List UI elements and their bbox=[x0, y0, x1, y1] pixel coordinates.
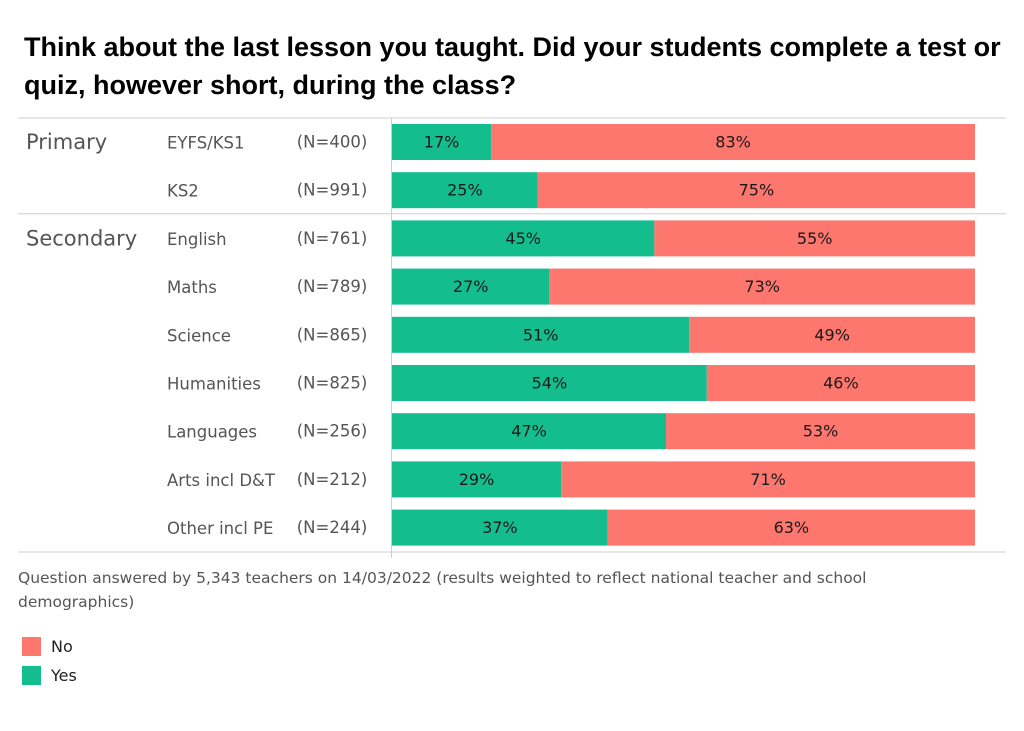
bar-label-yes: 37% bbox=[482, 518, 518, 537]
bar-label-yes: 47% bbox=[511, 422, 547, 441]
row-label: Humanities bbox=[167, 375, 261, 394]
bar-no bbox=[561, 461, 975, 498]
bar-label-yes: 25% bbox=[447, 181, 483, 200]
bar-label-no: 46% bbox=[823, 374, 859, 393]
bar-label-no: 53% bbox=[803, 422, 839, 441]
bar-yes bbox=[392, 268, 550, 305]
chart-title: Think about the last lesson you taught. … bbox=[24, 32, 1001, 100]
row-n-label: (N=256) bbox=[297, 422, 368, 441]
row-n-label: (N=212) bbox=[297, 470, 368, 489]
row-label: English bbox=[167, 230, 227, 249]
bar-label-yes: 51% bbox=[523, 325, 559, 344]
bar-label-no: 55% bbox=[797, 229, 833, 248]
row-n-label: (N=789) bbox=[297, 277, 368, 296]
bar-label-yes: 45% bbox=[505, 229, 541, 248]
bar-no bbox=[706, 365, 975, 401]
bar-no bbox=[666, 413, 975, 450]
bar-label-no: 73% bbox=[744, 277, 780, 296]
row-label: Other incl PE bbox=[167, 519, 273, 538]
bar-yes bbox=[392, 316, 690, 353]
legend-label-no: No bbox=[51, 637, 73, 656]
bar-no bbox=[689, 316, 975, 353]
chart-footnote: Question answered by 5,343 teachers on 1… bbox=[18, 569, 867, 611]
bar-no bbox=[654, 220, 975, 257]
bar-yes bbox=[392, 413, 667, 450]
legend-item-yes: Yes bbox=[22, 661, 77, 690]
row-label: Maths bbox=[167, 278, 217, 297]
legend-item-no: No bbox=[22, 632, 77, 661]
bar-label-yes: 27% bbox=[453, 277, 489, 296]
bar-label-yes: 17% bbox=[424, 133, 460, 152]
row-label: Arts incl D&T bbox=[167, 471, 276, 490]
row-n-label: (N=825) bbox=[297, 374, 368, 393]
row-n-label: (N=865) bbox=[297, 325, 368, 344]
bar-yes bbox=[392, 509, 608, 546]
chart-legend: No Yes bbox=[22, 632, 77, 690]
row-label: EYFS/KS1 bbox=[167, 134, 245, 153]
group-label-primary: Primary bbox=[26, 130, 107, 154]
bar-label-no: 63% bbox=[774, 518, 810, 537]
row-n-label: (N=400) bbox=[297, 133, 368, 152]
bar-no bbox=[491, 124, 975, 160]
bar-yes bbox=[392, 461, 562, 498]
bar-label-no: 83% bbox=[715, 133, 751, 152]
row-label: Languages bbox=[167, 423, 257, 442]
row-n-label: (N=761) bbox=[297, 229, 368, 248]
bar-label-no: 75% bbox=[739, 181, 775, 200]
bar-yes bbox=[392, 365, 707, 401]
group-label-secondary: Secondary bbox=[26, 226, 137, 250]
row-label: KS2 bbox=[167, 182, 199, 201]
row-n-label: (N=991) bbox=[297, 181, 368, 200]
row-label: Science bbox=[167, 326, 231, 345]
bar-no bbox=[537, 172, 975, 209]
bar-label-no: 49% bbox=[814, 325, 850, 344]
bar-yes bbox=[392, 172, 538, 209]
bar-label-yes: 54% bbox=[532, 374, 568, 393]
row-n-label: (N=244) bbox=[297, 518, 368, 537]
bar-yes bbox=[392, 220, 655, 257]
legend-swatch-no bbox=[22, 637, 41, 656]
bar-no bbox=[607, 509, 975, 546]
legend-swatch-yes bbox=[22, 666, 41, 685]
bar-no bbox=[549, 268, 975, 305]
bar-label-no: 71% bbox=[750, 470, 786, 489]
bar-label-yes: 29% bbox=[459, 470, 495, 489]
legend-label-yes: Yes bbox=[51, 666, 77, 685]
bar-yes bbox=[392, 124, 492, 160]
